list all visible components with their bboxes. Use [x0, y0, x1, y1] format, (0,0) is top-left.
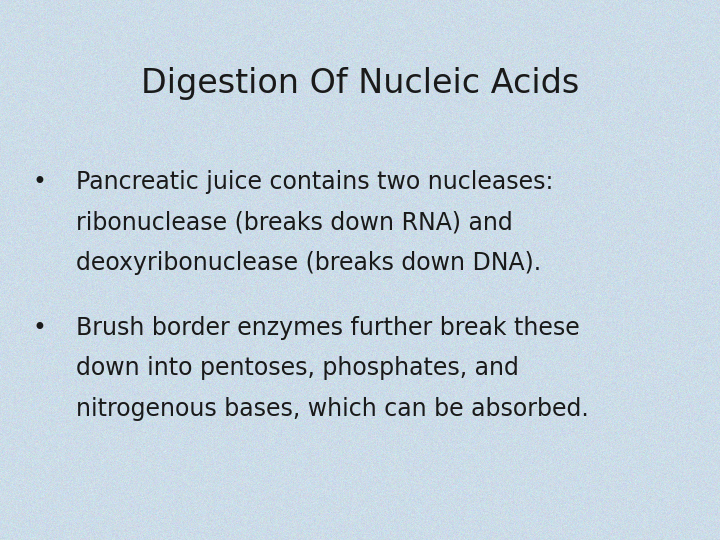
- Text: Digestion Of Nucleic Acids: Digestion Of Nucleic Acids: [141, 68, 579, 100]
- Text: Brush border enzymes further break these: Brush border enzymes further break these: [76, 316, 580, 340]
- Text: deoxyribonuclease (breaks down DNA).: deoxyribonuclease (breaks down DNA).: [76, 251, 541, 275]
- Text: Pancreatic juice contains two nucleases:: Pancreatic juice contains two nucleases:: [76, 170, 553, 194]
- Text: nitrogenous bases, which can be absorbed.: nitrogenous bases, which can be absorbed…: [76, 397, 588, 421]
- Text: down into pentoses, phosphates, and: down into pentoses, phosphates, and: [76, 356, 518, 380]
- Text: •: •: [32, 316, 47, 340]
- Text: •: •: [32, 170, 47, 194]
- Text: ribonuclease (breaks down RNA) and: ribonuclease (breaks down RNA) and: [76, 211, 513, 234]
